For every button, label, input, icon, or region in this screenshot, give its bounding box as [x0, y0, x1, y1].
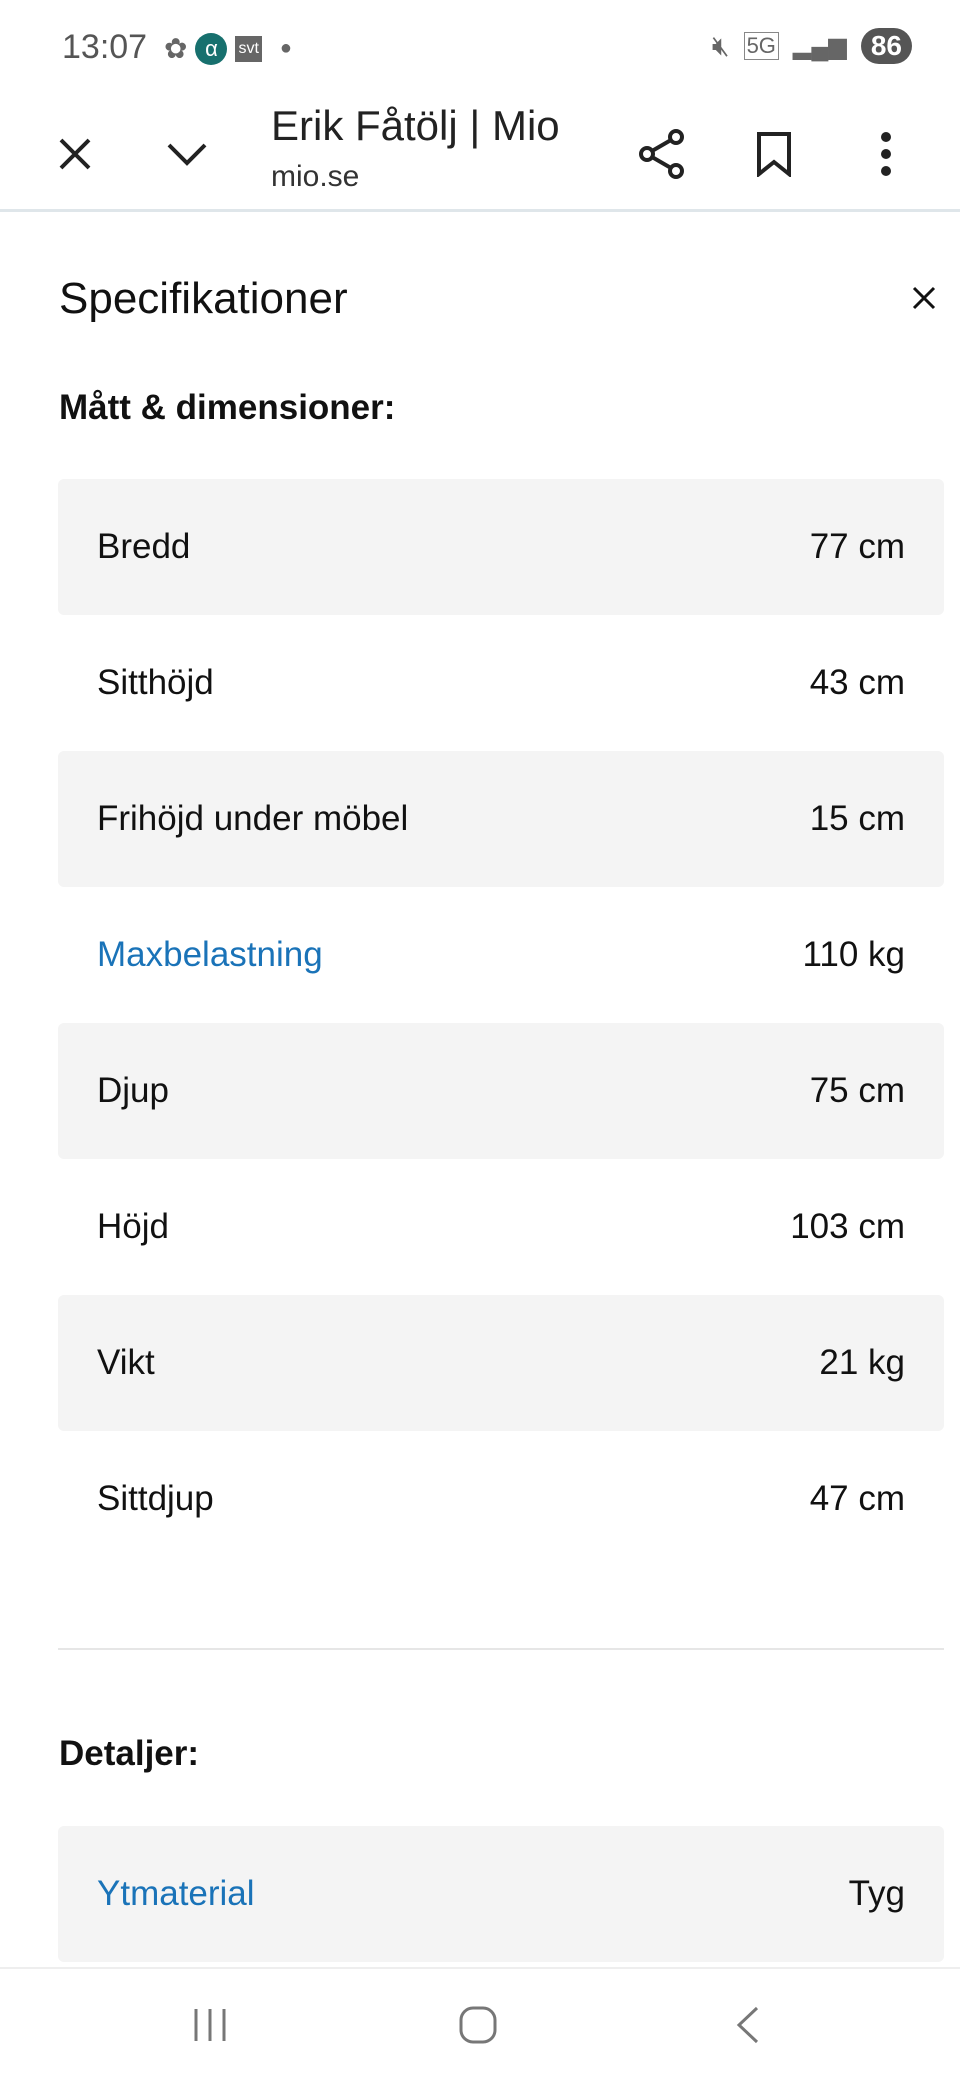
spec-value: 47 cm — [809, 1479, 905, 1518]
spec-label: Sittdjup — [97, 1479, 214, 1518]
spec-label: Vikt — [97, 1343, 155, 1382]
recents-button[interactable] — [180, 1997, 240, 2053]
spec-row: Vikt 21 kg — [58, 1295, 944, 1431]
spec-value: Tyg — [848, 1874, 905, 1913]
spec-label-link[interactable]: Maxbelastning — [97, 935, 323, 974]
status-bar: 13:07 ✿ α svt ● 🔇︎ 5G ▂▄▆ 86 — [0, 0, 960, 96]
spec-row[interactable]: Maxbelastning 110 kg — [58, 887, 944, 1023]
spec-label: Bredd — [97, 527, 191, 566]
browser-toolbar: Erik Fåtölj | Mio mio.se — [0, 96, 960, 212]
battery-indicator: 86 — [860, 28, 912, 64]
alpha-app-icon: α — [195, 32, 228, 65]
more-vert-icon — [881, 132, 891, 176]
spec-row: Höjd 103 cm — [58, 1159, 944, 1295]
close-icon — [912, 286, 936, 310]
recents-icon — [194, 2009, 226, 2041]
spec-value: 43 cm — [809, 663, 905, 702]
spec-label: Sitthöjd — [97, 663, 214, 702]
home-button[interactable] — [448, 1997, 508, 2053]
close-icon — [59, 138, 91, 170]
close-tab-button[interactable] — [47, 126, 103, 182]
details-list: Ytmaterial Tyg — [58, 1826, 944, 1962]
spec-value: 75 cm — [809, 1071, 905, 1110]
divider — [58, 1648, 944, 1650]
spec-row: Djup 75 cm — [58, 1023, 944, 1159]
dimensions-list: Bredd 77 cm Sitthöjd 43 cm Frihöjd under möb… — [58, 479, 944, 1567]
sheet-close-button[interactable] — [904, 278, 944, 318]
spec-value: 77 cm — [809, 527, 905, 566]
network-label: 5G — [743, 32, 779, 60]
bookmark-button[interactable] — [746, 126, 802, 182]
spec-value: 15 cm — [809, 799, 905, 838]
spec-row: Sitthöjd 43 cm — [58, 615, 944, 751]
spec-label: Höjd — [97, 1207, 169, 1246]
spec-value: 21 kg — [819, 1343, 905, 1382]
home-icon — [459, 2006, 497, 2044]
spec-row: Bredd 77 cm — [58, 479, 944, 615]
bookmark-icon — [757, 132, 791, 177]
section-heading-dimensions: Mått & dimensioner: — [59, 388, 396, 427]
minimize-button[interactable] — [159, 126, 215, 182]
spec-value: 110 kg — [802, 935, 906, 974]
spec-row: Sittdjup 47 cm — [58, 1431, 944, 1567]
more-options-button[interactable] — [858, 126, 914, 182]
dot-icon: ● — [279, 37, 293, 59]
spec-row[interactable]: Ytmaterial Tyg — [58, 1826, 944, 1962]
spec-value: 103 cm — [790, 1207, 905, 1246]
spec-label-link[interactable]: Ytmaterial — [97, 1874, 255, 1913]
mute-icon: 🔇︎ — [711, 29, 730, 61]
svt-icon: svt — [235, 35, 262, 62]
chevron-down-icon — [167, 143, 207, 166]
page-title: Erik Fåtölj | Mio — [271, 102, 560, 149]
flower-icon: ✿ — [164, 33, 188, 64]
section-heading-details: Detaljer: — [59, 1734, 200, 1773]
system-nav-bar — [0, 1967, 960, 2080]
sheet-title: Specifikationer — [59, 274, 348, 323]
spec-label: Frihöjd under möbel — [97, 799, 409, 838]
signal-icon: ▂▄▆ — [792, 32, 847, 60]
page-url[interactable]: mio.se — [271, 160, 360, 193]
status-time: 13:07 — [62, 28, 148, 66]
share-button[interactable] — [634, 126, 690, 182]
share-icon — [639, 129, 684, 179]
spec-row: Frihöjd under möbel 15 cm — [58, 751, 944, 887]
spec-label: Djup — [97, 1071, 169, 1110]
back-icon — [736, 2006, 759, 2044]
back-button[interactable] — [718, 1997, 778, 2053]
